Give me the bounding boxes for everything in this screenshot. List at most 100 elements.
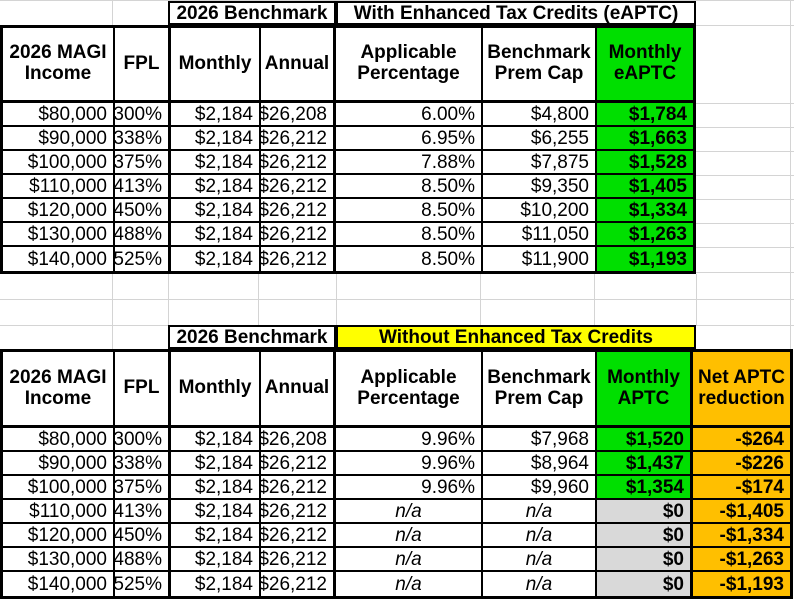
cell-monthly-aptc[interactable]: $0 [597,524,693,548]
cell-monthly-eaptc[interactable]: $1,263 [597,223,693,247]
cell-applicable-pct[interactable]: 9.96% [336,452,483,476]
cell-prem-cap[interactable]: n/a [483,500,597,524]
cell-monthly[interactable]: $2,184 [171,500,261,524]
cell-prem-cap[interactable]: $6,255 [483,127,597,151]
table1-benchmark-title[interactable]: 2026 Benchmark [168,1,336,25]
cell-prem-cap[interactable]: $11,900 [483,247,597,271]
cell-magi-income[interactable]: $80,000 [3,428,115,452]
cell-monthly-aptc[interactable]: $1,437 [597,452,693,476]
cell-fpl[interactable]: 488% [115,548,171,572]
header-monthly[interactable]: Monthly [171,28,261,103]
header-magi-income[interactable]: 2026 MAGI Income [3,28,115,103]
cell-applicable-pct[interactable]: 9.96% [336,476,483,500]
cell-fpl[interactable]: 300% [115,103,171,127]
header-prem-cap[interactable]: Benchmark Prem Cap [483,28,597,103]
cell-monthly-eaptc[interactable]: $1,784 [597,103,693,127]
cell-prem-cap[interactable]: n/a [483,524,597,548]
cell-fpl[interactable]: 450% [115,524,171,548]
cell-monthly[interactable]: $2,184 [171,127,261,151]
cell-prem-cap[interactable]: n/a [483,572,597,596]
cell-annual[interactable]: $26,212 [261,223,336,247]
cell-annual[interactable]: $26,212 [261,151,336,175]
table2-benchmark-title[interactable]: 2026 Benchmark [168,325,336,349]
header-prem-cap[interactable]: Benchmark Prem Cap [483,352,597,428]
cell-monthly[interactable]: $2,184 [171,247,261,271]
header-fpl[interactable]: FPL [115,352,171,428]
cell-annual[interactable]: $26,212 [261,476,336,500]
cell-monthly[interactable]: $2,184 [171,175,261,199]
cell-applicable-pct[interactable]: 8.50% [336,199,483,223]
cell-annual[interactable]: $26,212 [261,175,336,199]
cell-magi-income[interactable]: $120,000 [3,524,115,548]
cell-monthly[interactable]: $2,184 [171,476,261,500]
cell-monthly-aptc[interactable]: $0 [597,548,693,572]
cell-applicable-pct[interactable]: 8.50% [336,247,483,271]
cell-magi-income[interactable]: $80,000 [3,103,115,127]
cell-monthly-aptc[interactable]: $1,354 [597,476,693,500]
cell-magi-income[interactable]: $120,000 [3,199,115,223]
cell-net-reduction[interactable]: -$1,193 [693,572,790,596]
cell-monthly[interactable]: $2,184 [171,572,261,596]
cell-monthly-eaptc[interactable]: $1,405 [597,175,693,199]
cell-net-reduction[interactable]: -$264 [693,428,790,452]
cell-applicable-pct[interactable]: 8.50% [336,175,483,199]
cell-prem-cap[interactable]: $9,350 [483,175,597,199]
header-applicable-pct[interactable]: Applicable Percentage [336,352,483,428]
cell-applicable-pct[interactable]: 9.96% [336,428,483,452]
cell-monthly-aptc[interactable]: $1,520 [597,428,693,452]
cell-prem-cap[interactable]: $9,960 [483,476,597,500]
cell-annual[interactable]: $26,212 [261,524,336,548]
cell-monthly-eaptc[interactable]: $1,193 [597,247,693,271]
cell-magi-income[interactable]: $90,000 [3,452,115,476]
cell-fpl[interactable]: 413% [115,175,171,199]
cell-monthly[interactable]: $2,184 [171,428,261,452]
cell-magi-income[interactable]: $100,000 [3,151,115,175]
table1-group-title[interactable]: With Enhanced Tax Credits (eAPTC) [336,1,696,25]
cell-net-reduction[interactable]: -$1,263 [693,548,790,572]
cell-applicable-pct[interactable]: 7.88% [336,151,483,175]
cell-magi-income[interactable]: $90,000 [3,127,115,151]
cell-fpl[interactable]: 450% [115,199,171,223]
cell-fpl[interactable]: 375% [115,476,171,500]
cell-net-reduction[interactable]: -$1,405 [693,500,790,524]
cell-monthly-aptc[interactable]: $0 [597,572,693,596]
cell-fpl[interactable]: 413% [115,500,171,524]
cell-prem-cap[interactable]: $4,800 [483,103,597,127]
cell-prem-cap[interactable]: $10,200 [483,199,597,223]
cell-monthly[interactable]: $2,184 [171,548,261,572]
cell-magi-income[interactable]: $130,000 [3,548,115,572]
cell-prem-cap[interactable]: n/a [483,548,597,572]
cell-monthly[interactable]: $2,184 [171,223,261,247]
cell-fpl[interactable]: 338% [115,452,171,476]
cell-magi-income[interactable]: $110,000 [3,175,115,199]
cell-magi-income[interactable]: $100,000 [3,476,115,500]
header-monthly-aptc[interactable]: Monthly APTC [597,352,693,428]
cell-applicable-pct[interactable]: 8.50% [336,223,483,247]
cell-annual[interactable]: $26,212 [261,127,336,151]
cell-magi-income[interactable]: $130,000 [3,223,115,247]
header-net-reduction[interactable]: Net APTC reduction [693,352,790,428]
cell-applicable-pct[interactable]: n/a [336,524,483,548]
header-monthly-eaptc[interactable]: Monthly eAPTC [597,28,693,103]
cell-magi-income[interactable]: $110,000 [3,500,115,524]
cell-monthly-eaptc[interactable]: $1,663 [597,127,693,151]
cell-monthly[interactable]: $2,184 [171,199,261,223]
table2-group-title[interactable]: Without Enhanced Tax Credits [336,325,696,349]
cell-annual[interactable]: $26,212 [261,199,336,223]
cell-annual[interactable]: $26,212 [261,452,336,476]
cell-fpl[interactable]: 525% [115,572,171,596]
header-magi-income[interactable]: 2026 MAGI Income [3,352,115,428]
cell-applicable-pct[interactable]: n/a [336,500,483,524]
cell-applicable-pct[interactable]: n/a [336,548,483,572]
cell-annual[interactable]: $26,208 [261,103,336,127]
cell-annual[interactable]: $26,212 [261,500,336,524]
cell-applicable-pct[interactable]: 6.95% [336,127,483,151]
cell-fpl[interactable]: 338% [115,127,171,151]
header-annual[interactable]: Annual [261,352,336,428]
cell-monthly[interactable]: $2,184 [171,524,261,548]
cell-magi-income[interactable]: $140,000 [3,247,115,271]
cell-applicable-pct[interactable]: 6.00% [336,103,483,127]
cell-monthly[interactable]: $2,184 [171,452,261,476]
cell-net-reduction[interactable]: -$1,334 [693,524,790,548]
cell-fpl[interactable]: 375% [115,151,171,175]
